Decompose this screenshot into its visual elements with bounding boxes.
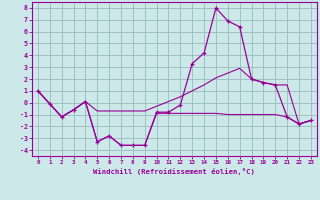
X-axis label: Windchill (Refroidissement éolien,°C): Windchill (Refroidissement éolien,°C) [93, 168, 255, 175]
